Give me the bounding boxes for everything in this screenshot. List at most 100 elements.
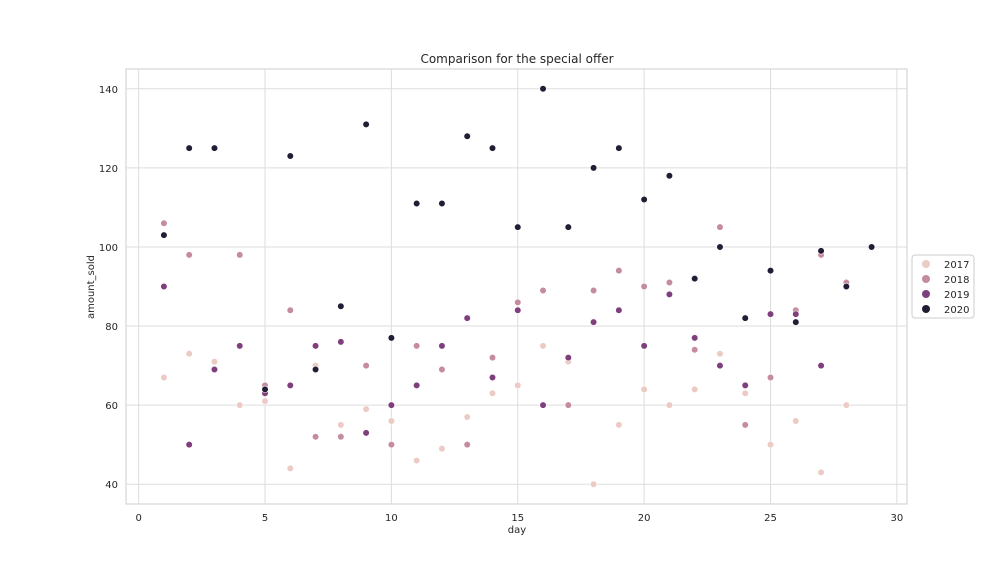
x-tick-label: 30 [891,513,904,524]
data-point-2020 [665,172,674,180]
data-point-2020 [817,247,825,255]
data-point-2020 [160,231,168,239]
data-point-2019 [337,338,345,346]
data-point-2017 [741,389,749,397]
data-point-2020 [261,385,269,393]
data-point-2019 [387,401,395,409]
data-point-2017 [716,350,724,358]
data-point-2017 [185,350,193,358]
data-point-2017 [261,397,269,405]
data-point-2019 [792,310,800,318]
data-point-2018 [514,298,522,306]
plot-area [125,68,908,505]
data-point-2017 [210,358,219,366]
legend-marker-2017 [922,260,930,268]
data-point-2019 [210,365,219,374]
data-point-2019 [691,334,699,342]
data-point-2018 [413,342,421,350]
y-tick-label: 60 [105,401,118,412]
data-point-2019 [488,373,497,382]
data-point-2020 [716,243,724,251]
y-tick-labels: 40 60 80 100 120 140 [99,85,118,491]
data-point-2019 [311,342,320,350]
x-tick-labels: 0 5 10 15 20 25 30 [135,513,903,524]
data-point-2018 [463,441,471,449]
legend-box [911,254,975,319]
data-point-2019 [741,381,749,389]
data-point-2020 [514,223,522,231]
data-point-2017 [640,385,648,393]
y-tick-label: 140 [99,85,118,96]
data-point-2017 [160,373,168,382]
data-point-2020 [413,199,421,208]
y-tick-label: 40 [105,480,118,491]
data-point-2020 [210,144,219,152]
data-point-2017 [413,456,421,465]
data-point-2017 [488,389,497,397]
x-tick-label: 20 [638,513,651,524]
data-point-2017 [615,421,623,429]
data-point-2019 [236,342,244,350]
data-point-2020 [362,120,370,128]
data-point-2018 [589,286,598,295]
data-point-2018 [236,251,244,259]
data-point-2018 [741,421,749,429]
legend-label-2018: 2018 [944,275,969,286]
x-tick-label: 25 [764,513,777,524]
legend-label-2020: 2020 [944,305,969,316]
data-point-2018 [337,433,345,441]
x-tick-label: 10 [385,513,398,524]
data-point-2017 [589,480,598,488]
data-point-2020 [640,195,648,204]
data-point-2020 [488,144,497,152]
data-point-2019 [589,318,598,326]
data-point-2020 [766,267,775,275]
data-point-2017 [842,401,850,409]
data-point-2019 [286,381,294,389]
data-point-2020 [387,334,395,342]
chart-title: Comparison for the special offer [420,52,613,66]
data-point-2017 [337,421,345,429]
data-point-2017 [387,417,395,425]
data-point-2020 [564,223,572,231]
data-point-2017 [817,468,825,476]
data-point-2017 [792,417,800,425]
y-tick-label: 120 [99,164,118,175]
x-axis-label: day [508,525,526,536]
data-point-2018 [539,286,547,295]
data-point-2020 [589,164,598,172]
data-point-2020 [539,85,547,93]
data-point-2019 [362,429,370,437]
y-tick-label: 80 [105,322,118,333]
data-point-2017 [438,445,446,453]
data-point-2017 [362,405,370,413]
data-point-2020 [792,318,800,326]
data-point-2019 [463,314,471,322]
x-tick-label: 0 [135,513,141,524]
data-point-2017 [514,381,522,389]
data-point-2020 [286,152,294,160]
x-tick-label: 15 [511,513,524,524]
data-point-2017 [236,401,244,409]
legend-marker-2018 [922,275,930,283]
data-point-2019 [413,381,421,389]
y-gridlines [126,88,907,485]
legend-marker-2019 [922,290,930,298]
data-point-2019 [640,342,648,350]
data-point-2018 [362,361,370,370]
data-point-2018 [564,401,572,409]
data-point-2019 [665,290,674,299]
data-point-2020 [691,274,699,283]
data-point-2017 [286,464,294,473]
legend: 2017 2018 2019 2020 [911,254,975,319]
data-point-2017 [691,385,699,393]
data-point-2018 [185,251,193,259]
data-point-2017 [766,441,775,449]
data-point-2020 [842,282,850,291]
data-point-2018 [716,223,724,231]
y-tick-label: 100 [99,243,118,254]
data-point-2020 [337,302,345,310]
data-point-2019 [539,401,547,409]
data-point-2018 [387,441,395,449]
x-tick-label: 5 [262,513,268,524]
